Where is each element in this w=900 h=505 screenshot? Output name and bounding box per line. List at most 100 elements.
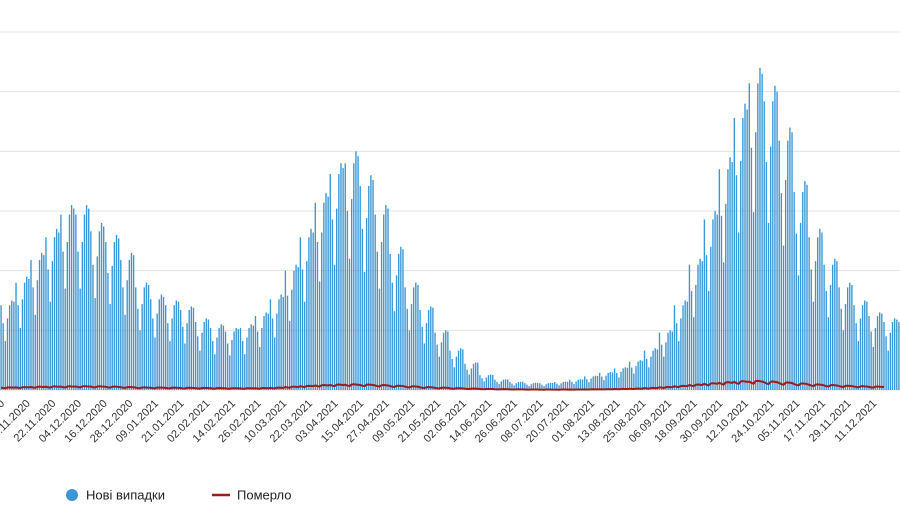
bar [829, 284, 832, 390]
bar [88, 208, 90, 390]
bar [844, 304, 847, 390]
bar [718, 169, 721, 390]
bar [280, 294, 282, 390]
bar [669, 330, 671, 390]
bar [817, 237, 819, 390]
bar [519, 381, 522, 390]
bar [605, 375, 607, 390]
bar [613, 368, 616, 390]
bar [158, 299, 160, 390]
bar [316, 242, 319, 390]
bar [321, 232, 323, 390]
bar [62, 251, 64, 390]
bar [628, 361, 631, 390]
bar [41, 252, 43, 390]
bar [436, 344, 438, 390]
bar [395, 275, 398, 390]
bar [331, 219, 334, 390]
bar [857, 341, 859, 390]
bar [524, 383, 526, 390]
bar [804, 181, 806, 390]
bar [34, 314, 36, 390]
bar [408, 330, 411, 390]
bar [13, 301, 15, 390]
bar [645, 358, 648, 390]
bar [438, 356, 440, 390]
bar [201, 332, 203, 390]
bar [233, 331, 235, 390]
bar [564, 381, 567, 390]
bar [678, 341, 680, 390]
bar [291, 289, 293, 390]
bar [825, 290, 827, 390]
bar [43, 255, 45, 390]
bar [252, 325, 255, 390]
bar [383, 214, 385, 390]
legend-label: Померло [237, 487, 292, 502]
bar [286, 295, 289, 390]
bar [767, 222, 770, 390]
bar [492, 374, 494, 390]
bar [299, 237, 302, 390]
bar [866, 301, 868, 390]
bar [757, 83, 759, 391]
bar [720, 215, 723, 390]
bar [259, 347, 261, 390]
bar [154, 337, 156, 390]
bar [222, 325, 225, 390]
bar [137, 308, 139, 390]
bar [648, 367, 650, 390]
bar [624, 367, 626, 390]
bar [560, 383, 562, 390]
bar [566, 381, 569, 390]
bar [729, 157, 731, 390]
bar [656, 349, 659, 390]
bar [171, 318, 173, 390]
bar [385, 205, 387, 390]
legend-label: Нові випадки [86, 487, 165, 502]
bar [327, 196, 329, 390]
bar [872, 347, 874, 390]
bar [306, 261, 308, 390]
bar [797, 275, 800, 390]
bar [350, 199, 353, 390]
bar [675, 323, 678, 390]
bar [588, 382, 590, 390]
bar [241, 341, 244, 390]
bar [346, 211, 349, 390]
bar [380, 242, 383, 390]
bar [141, 304, 143, 390]
bar [885, 336, 887, 390]
bar [611, 372, 614, 390]
bar [603, 380, 605, 390]
bar [528, 386, 530, 390]
bar [725, 203, 727, 390]
bar [265, 312, 267, 390]
bar [21, 299, 24, 390]
bar [6, 318, 9, 390]
bar [496, 381, 498, 390]
bar [701, 261, 703, 390]
bar [209, 327, 212, 390]
bar [340, 163, 342, 390]
bar [325, 193, 327, 390]
bar [583, 376, 586, 390]
bar [616, 372, 618, 390]
bar [489, 374, 492, 390]
bar [205, 318, 207, 390]
bar [111, 265, 113, 390]
bar [483, 381, 485, 390]
bar [152, 318, 154, 390]
bar [472, 363, 475, 390]
bar [105, 242, 107, 390]
bar [53, 237, 56, 390]
bar [849, 282, 851, 390]
bar [440, 342, 443, 390]
bar [699, 258, 701, 390]
bar [11, 300, 13, 390]
bar [859, 318, 862, 390]
bar [303, 301, 306, 390]
bar [579, 379, 582, 390]
bar [64, 288, 66, 390]
bar [194, 321, 197, 390]
